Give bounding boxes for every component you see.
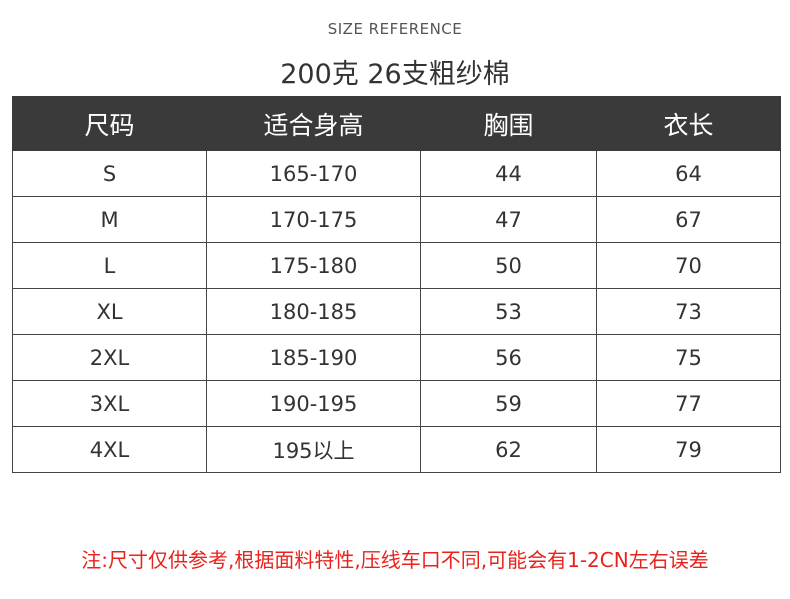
column-header-size: 尺码 bbox=[12, 96, 207, 151]
table-row: M 170-175 47 67 bbox=[12, 196, 781, 243]
column-header-chest: 胸围 bbox=[420, 96, 597, 151]
height-cell: 165-170 bbox=[206, 150, 421, 197]
chest-cell: 62 bbox=[420, 426, 597, 473]
size-cell: M bbox=[12, 196, 207, 243]
height-cell: 180-185 bbox=[206, 288, 421, 335]
table-row: 3XL 190-195 59 77 bbox=[12, 380, 781, 427]
chest-cell: 47 bbox=[420, 196, 597, 243]
height-cell: 175-180 bbox=[206, 242, 421, 289]
length-cell: 70 bbox=[596, 242, 781, 289]
size-cell: 2XL bbox=[12, 334, 207, 381]
size-cell: S bbox=[12, 150, 207, 197]
table-row: 4XL 195以上 62 79 bbox=[12, 426, 781, 473]
column-header-length: 衣长 bbox=[596, 96, 781, 151]
chest-cell: 59 bbox=[420, 380, 597, 427]
height-cell: 195以上 bbox=[206, 426, 421, 473]
table-header-row: 尺码 适合身高 胸围 衣长 bbox=[12, 96, 781, 151]
length-cell: 67 bbox=[596, 196, 781, 243]
table-row: XL 180-185 53 73 bbox=[12, 288, 781, 335]
table-row: 2XL 185-190 56 75 bbox=[12, 334, 781, 381]
length-cell: 77 bbox=[596, 380, 781, 427]
size-cell: XL bbox=[12, 288, 207, 335]
height-cell: 185-190 bbox=[206, 334, 421, 381]
size-chart-table: 尺码 适合身高 胸围 衣长 S 165-170 44 64 M 170-175 … bbox=[12, 96, 781, 473]
size-cell: 3XL bbox=[12, 380, 207, 427]
length-cell: 73 bbox=[596, 288, 781, 335]
length-cell: 79 bbox=[596, 426, 781, 473]
fabric-title: 200克 26支粗纱棉 bbox=[280, 59, 510, 90]
chest-cell: 56 bbox=[420, 334, 597, 381]
chest-cell: 53 bbox=[420, 288, 597, 335]
height-cell: 170-175 bbox=[206, 196, 421, 243]
length-cell: 64 bbox=[596, 150, 781, 197]
table-row: L 175-180 50 70 bbox=[12, 242, 781, 289]
disclaimer-note: 注:尺寸仅供参考,根据面料特性,压线车口不同,可能会有1-2CN左右误差 bbox=[81, 548, 709, 572]
size-cell: L bbox=[12, 242, 207, 289]
size-reference-label: SIZE REFERENCE bbox=[327, 20, 463, 38]
chest-cell: 50 bbox=[420, 242, 597, 289]
length-cell: 75 bbox=[596, 334, 781, 381]
size-cell: 4XL bbox=[12, 426, 207, 473]
table-row: S 165-170 44 64 bbox=[12, 150, 781, 197]
column-header-height: 适合身高 bbox=[206, 96, 421, 151]
chest-cell: 44 bbox=[420, 150, 597, 197]
height-cell: 190-195 bbox=[206, 380, 421, 427]
